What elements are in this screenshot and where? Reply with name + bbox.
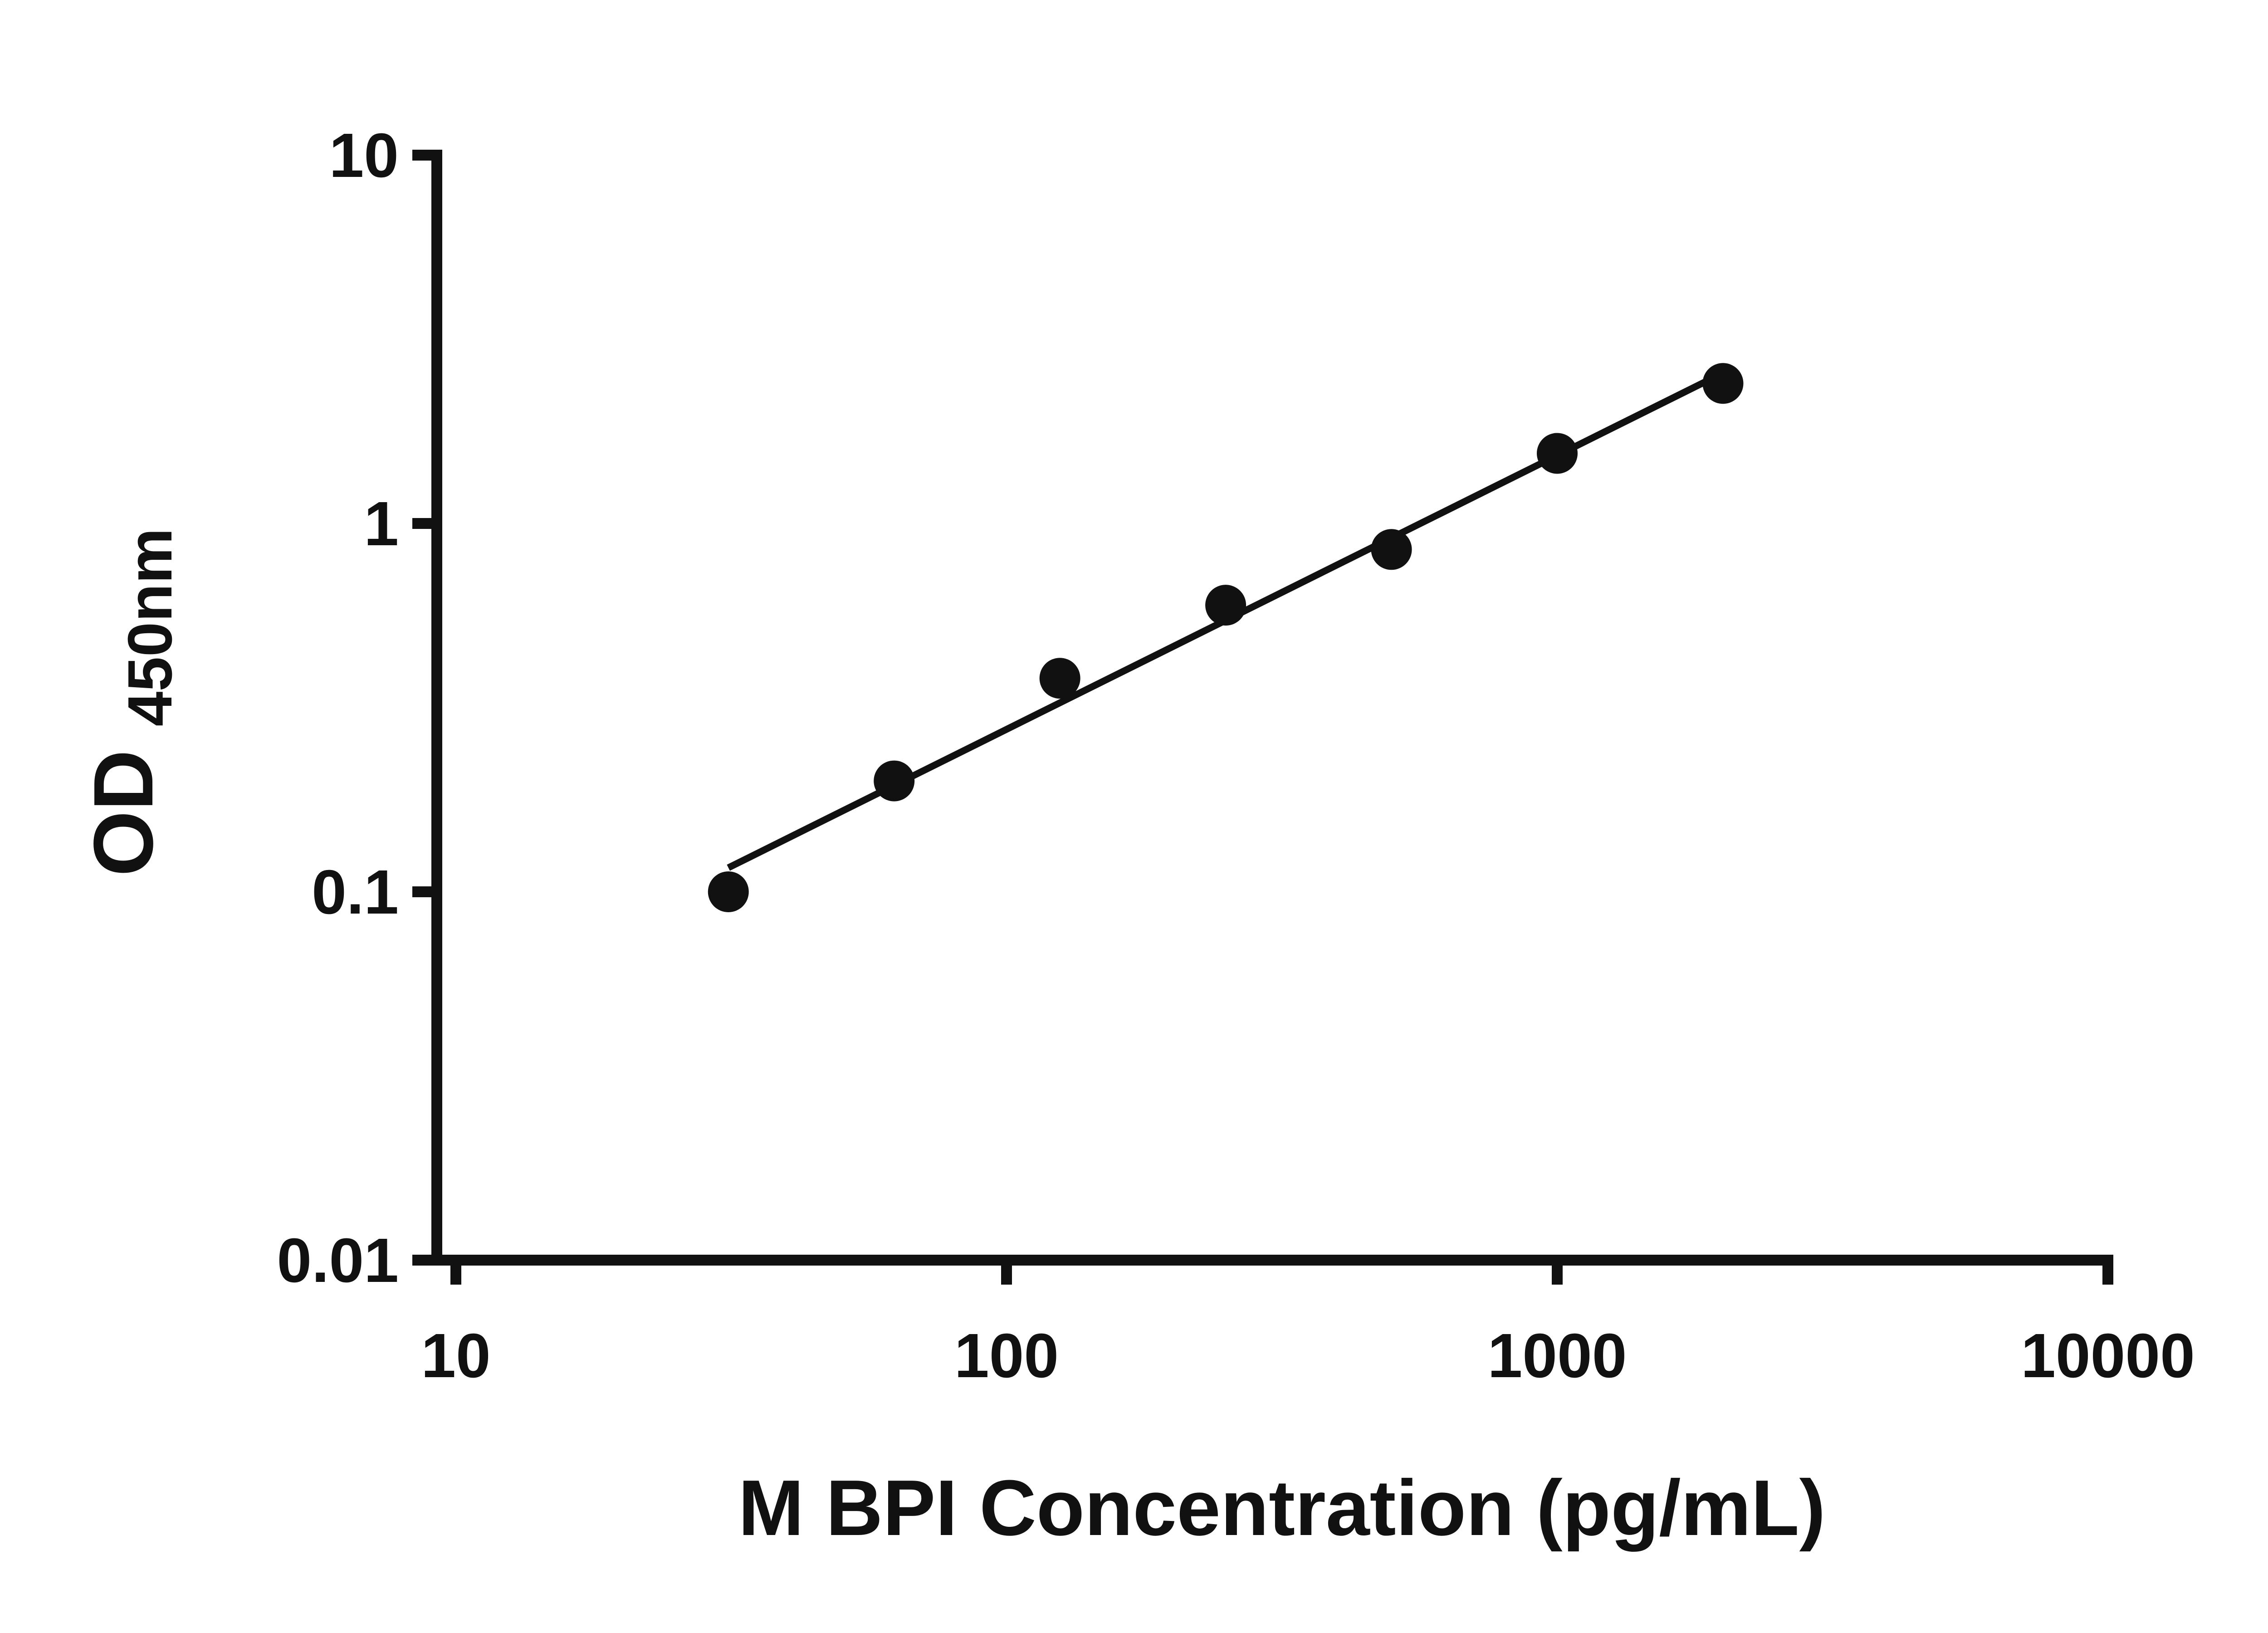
y-tick-label-1: 1: [364, 489, 399, 559]
x-axis-title: M BPI Concentration (pg/mL): [738, 1463, 1825, 1552]
data-points: [708, 363, 1744, 912]
data-point-6: [1537, 433, 1578, 474]
x-ticks: [450, 1260, 2113, 1285]
x-tick-label-10000: 10000: [2021, 1321, 2195, 1391]
x-tick-label-10: 10: [421, 1321, 490, 1391]
data-point-3: [1039, 658, 1080, 699]
y-tick-labels: 10 1 0.1 0.01: [277, 121, 399, 1296]
x-tick-label-1000: 1000: [1488, 1321, 1627, 1391]
y-tick-label-10: 10: [329, 121, 399, 191]
y-tick-label-0.01: 0.01: [277, 1226, 399, 1296]
y-axis-title: OD 450nm: [77, 528, 185, 876]
data-point-7: [1702, 363, 1744, 404]
y-axis-title-subscript: 450nm: [115, 528, 185, 726]
y-axis-title-main: OD: [77, 750, 171, 876]
data-point-5: [1371, 529, 1412, 570]
x-tick-label-100: 100: [954, 1321, 1059, 1391]
x-tick-labels: 10 100 1000 10000: [421, 1321, 2195, 1391]
y-tick-label-0.1: 0.1: [312, 857, 399, 927]
data-point-2: [874, 760, 915, 802]
data-point-4: [1205, 585, 1246, 626]
axes: [431, 150, 2113, 1266]
data-point-1: [708, 871, 749, 912]
y-ticks: [412, 150, 437, 1266]
